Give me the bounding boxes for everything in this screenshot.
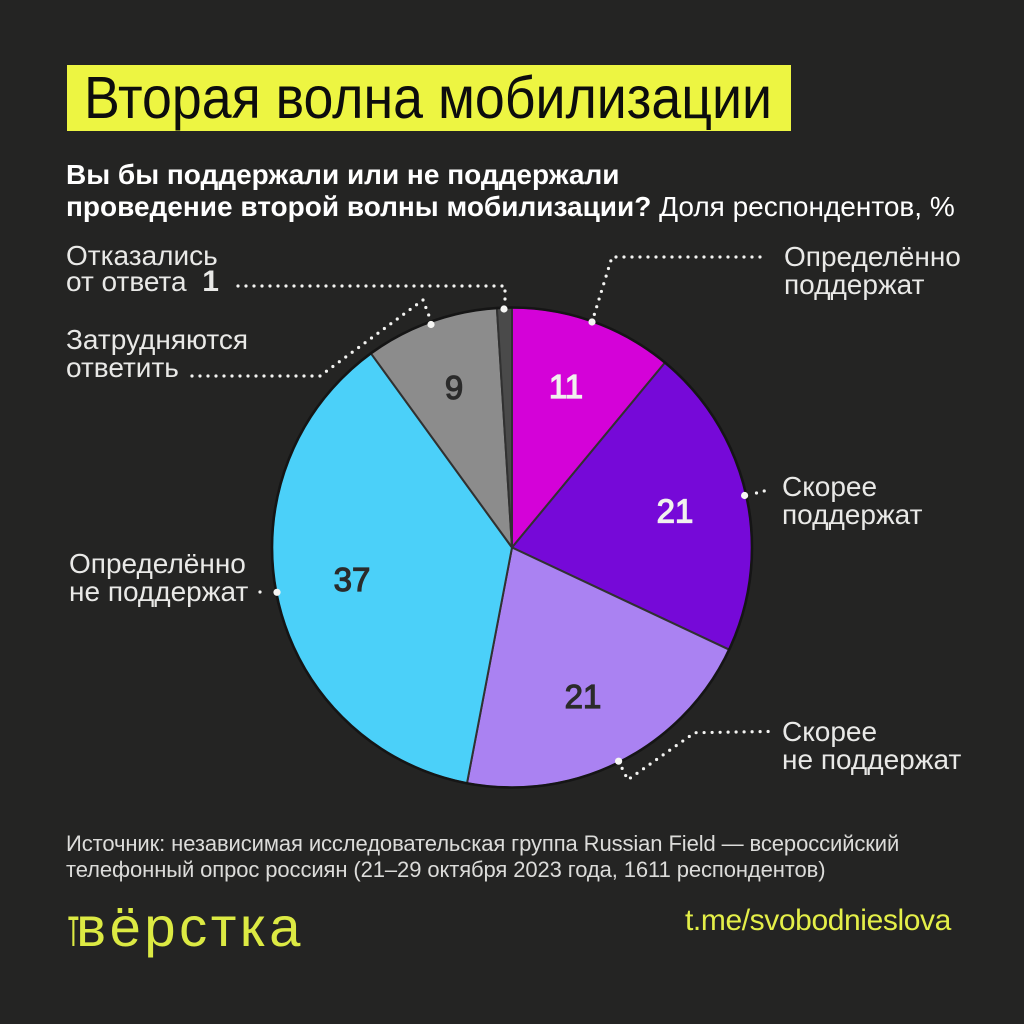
svg-text:21: 21	[565, 678, 602, 715]
svg-text:11: 11	[549, 368, 583, 405]
svg-text:21: 21	[657, 492, 694, 529]
svg-text:9: 9	[445, 369, 463, 406]
svg-text:37: 37	[334, 561, 371, 598]
